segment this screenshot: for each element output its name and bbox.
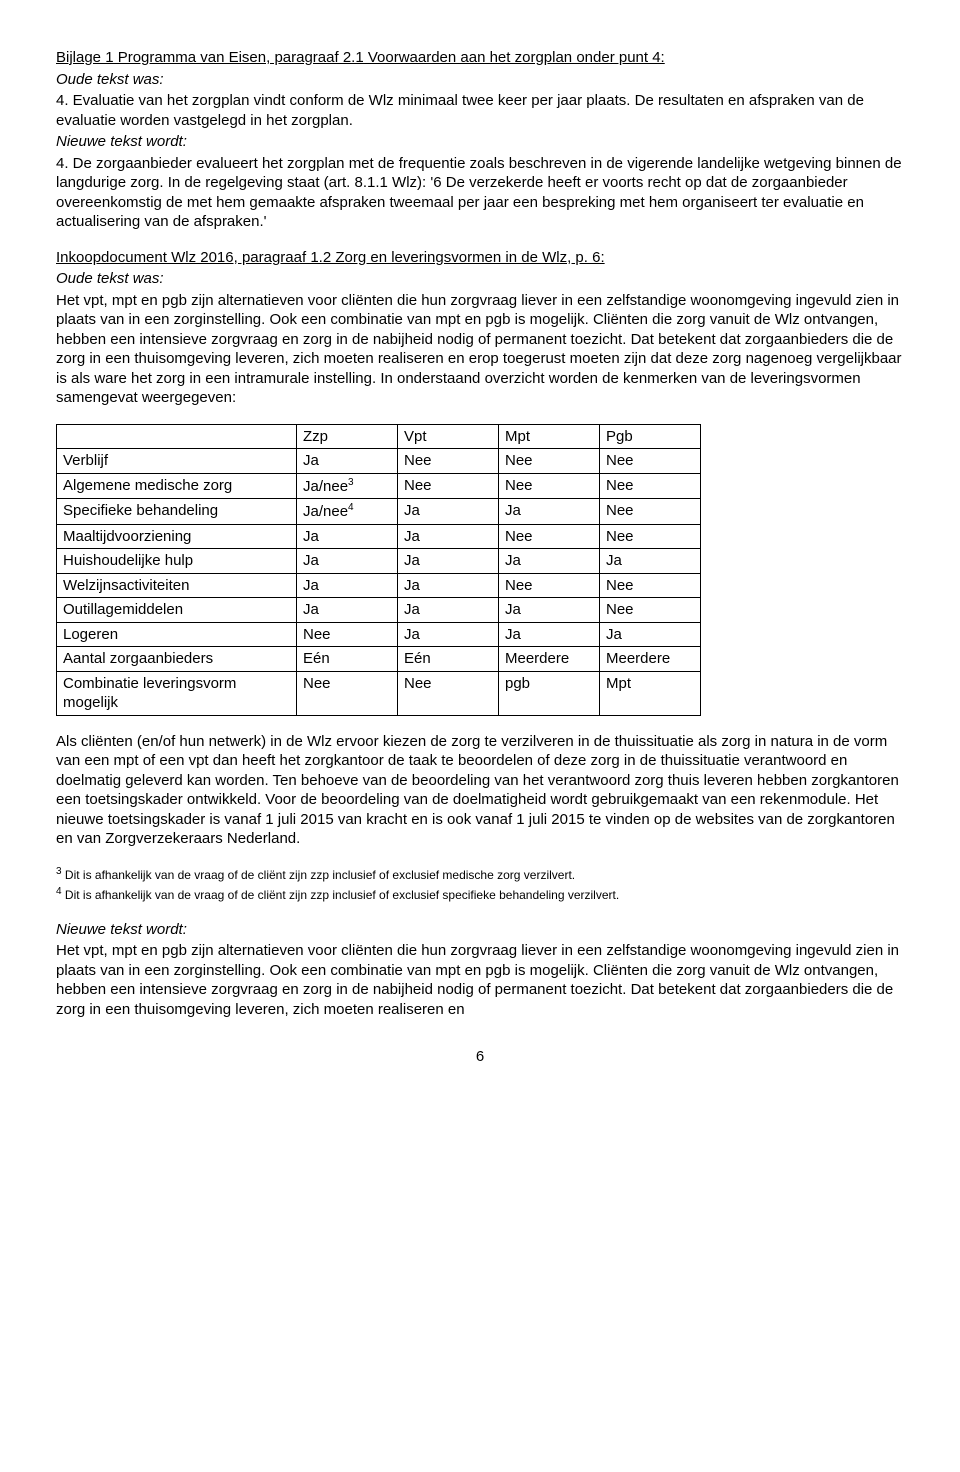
footnote-text: Dit is afhankelijk van de vraag of de cl… (62, 868, 576, 882)
table-cell: Ja (499, 598, 600, 623)
table-cell: Nee (499, 449, 600, 474)
table-cell: Ja (398, 499, 499, 525)
table-cell: Ja (297, 598, 398, 623)
table-cell: pgb (499, 671, 600, 715)
table-cell: Ja/nee4 (297, 499, 398, 525)
nieuwe-tekst-label-3: Nieuwe tekst wordt: (56, 920, 904, 940)
table-cell: Mpt (600, 671, 701, 715)
table-header: Vpt (398, 424, 499, 449)
table-row-label: Welzijnsactiviteiten (57, 573, 297, 598)
nieuwe-tekst-label-1: Nieuwe tekst wordt: (56, 132, 904, 152)
table-cell: Meerdere (499, 647, 600, 672)
footnote-text: Dit is afhankelijk van de vraag of de cl… (62, 888, 620, 902)
section-3: Nieuwe tekst wordt: Het vpt, mpt en pgb … (56, 920, 904, 1020)
table-cell: Eén (398, 647, 499, 672)
table-cell: Ja (297, 549, 398, 574)
table-row: Combinatie leveringsvorm mogelijkNeeNeep… (57, 671, 701, 715)
table-header (57, 424, 297, 449)
table-cell: Ja (499, 549, 600, 574)
oude-tekst-1: 4. Evaluatie van het zorgplan vindt conf… (56, 91, 904, 130)
table-row: Huishoudelijke hulpJaJaJaJa (57, 549, 701, 574)
table-row: Algemene medische zorgJa/nee3NeeNeeNee (57, 473, 701, 499)
section-1: Bijlage 1 Programma van Eisen, paragraaf… (56, 48, 904, 232)
nieuwe-tekst-3: Het vpt, mpt en pgb zijn alternatieven v… (56, 941, 904, 1019)
table-header: Pgb (600, 424, 701, 449)
table-cell: Nee (499, 524, 600, 549)
section-2-title: Inkoopdocument Wlz 2016, paragraaf 1.2 Z… (56, 249, 605, 266)
footnote-3: 3 Dit is afhankelijk van de vraag of de … (56, 865, 904, 884)
table-header: Mpt (499, 424, 600, 449)
table-cell: Nee (499, 473, 600, 499)
table-header-row: Zzp Vpt Mpt Pgb (57, 424, 701, 449)
table-cell: Nee (398, 473, 499, 499)
table-cell: Nee (600, 499, 701, 525)
table-cell-footnote-ref: 4 (348, 502, 354, 513)
table-row-label: Specifieke behandeling (57, 499, 297, 525)
table-cell: Ja (398, 622, 499, 647)
body-text: Als cliënten (en/of hun netwerk) in de W… (56, 732, 904, 849)
table-cell-footnote-ref: 3 (348, 477, 354, 488)
nieuwe-tekst-1: 4. De zorgaanbieder evalueert het zorgpl… (56, 154, 904, 232)
table-row: Aantal zorgaanbiedersEénEénMeerdereMeerd… (57, 647, 701, 672)
oude-tekst-2: Het vpt, mpt en pgb zijn alternatieven v… (56, 291, 904, 408)
table-cell: Ja (297, 449, 398, 474)
table-cell: Ja (499, 499, 600, 525)
table-cell: Ja (398, 549, 499, 574)
page-number: 6 (56, 1047, 904, 1067)
table-cell: Ja (398, 573, 499, 598)
table-cell: Nee (499, 573, 600, 598)
table-cell: Ja/nee3 (297, 473, 398, 499)
leveringsvormen-table: Zzp Vpt Mpt Pgb VerblijfJaNeeNeeNeeAlgem… (56, 424, 701, 716)
table-row-label: Combinatie leveringsvorm mogelijk (57, 671, 297, 715)
table-cell: Ja (600, 549, 701, 574)
table-row-label: Huishoudelijke hulp (57, 549, 297, 574)
table-cell: Meerdere (600, 647, 701, 672)
table-row-label: Aantal zorgaanbieders (57, 647, 297, 672)
footnotes: 3 Dit is afhankelijk van de vraag of de … (56, 865, 904, 904)
table-cell: Nee (600, 473, 701, 499)
table-cell: Ja (297, 524, 398, 549)
table-cell: Eén (297, 647, 398, 672)
table-row: Specifieke behandelingJa/nee4JaJaNee (57, 499, 701, 525)
table-row: LogerenNeeJaJaJa (57, 622, 701, 647)
table-row-label: Maaltijdvoorziening (57, 524, 297, 549)
table-row-label: Outillagemiddelen (57, 598, 297, 623)
footnote-4: 4 Dit is afhankelijk van de vraag of de … (56, 885, 904, 904)
table-cell: Nee (398, 671, 499, 715)
table-row-label: Algemene medische zorg (57, 473, 297, 499)
table-cell: Ja (499, 622, 600, 647)
section-1-title: Bijlage 1 Programma van Eisen, paragraaf… (56, 49, 665, 66)
section-2: Inkoopdocument Wlz 2016, paragraaf 1.2 Z… (56, 248, 904, 408)
table-header: Zzp (297, 424, 398, 449)
table-cell: Nee (297, 671, 398, 715)
table-cell: Ja (398, 598, 499, 623)
table-row: WelzijnsactiviteitenJaJaNeeNee (57, 573, 701, 598)
table-cell: Nee (600, 573, 701, 598)
table-row: VerblijfJaNeeNeeNee (57, 449, 701, 474)
table-cell: Nee (398, 449, 499, 474)
table-cell: Nee (297, 622, 398, 647)
table-row-label: Verblijf (57, 449, 297, 474)
oude-tekst-label-2: Oude tekst was: (56, 269, 904, 289)
table-row: MaaltijdvoorzieningJaJaNeeNee (57, 524, 701, 549)
table-row: OutillagemiddelenJaJaJaNee (57, 598, 701, 623)
table-cell: Nee (600, 598, 701, 623)
table-cell: Nee (600, 449, 701, 474)
para-after-table: Als cliënten (en/of hun netwerk) in de W… (56, 732, 904, 849)
oude-tekst-label-1: Oude tekst was: (56, 70, 904, 90)
table-row-label: Logeren (57, 622, 297, 647)
table-cell: Nee (600, 524, 701, 549)
table-cell: Ja (297, 573, 398, 598)
table-cell: Ja (600, 622, 701, 647)
table-cell: Ja (398, 524, 499, 549)
